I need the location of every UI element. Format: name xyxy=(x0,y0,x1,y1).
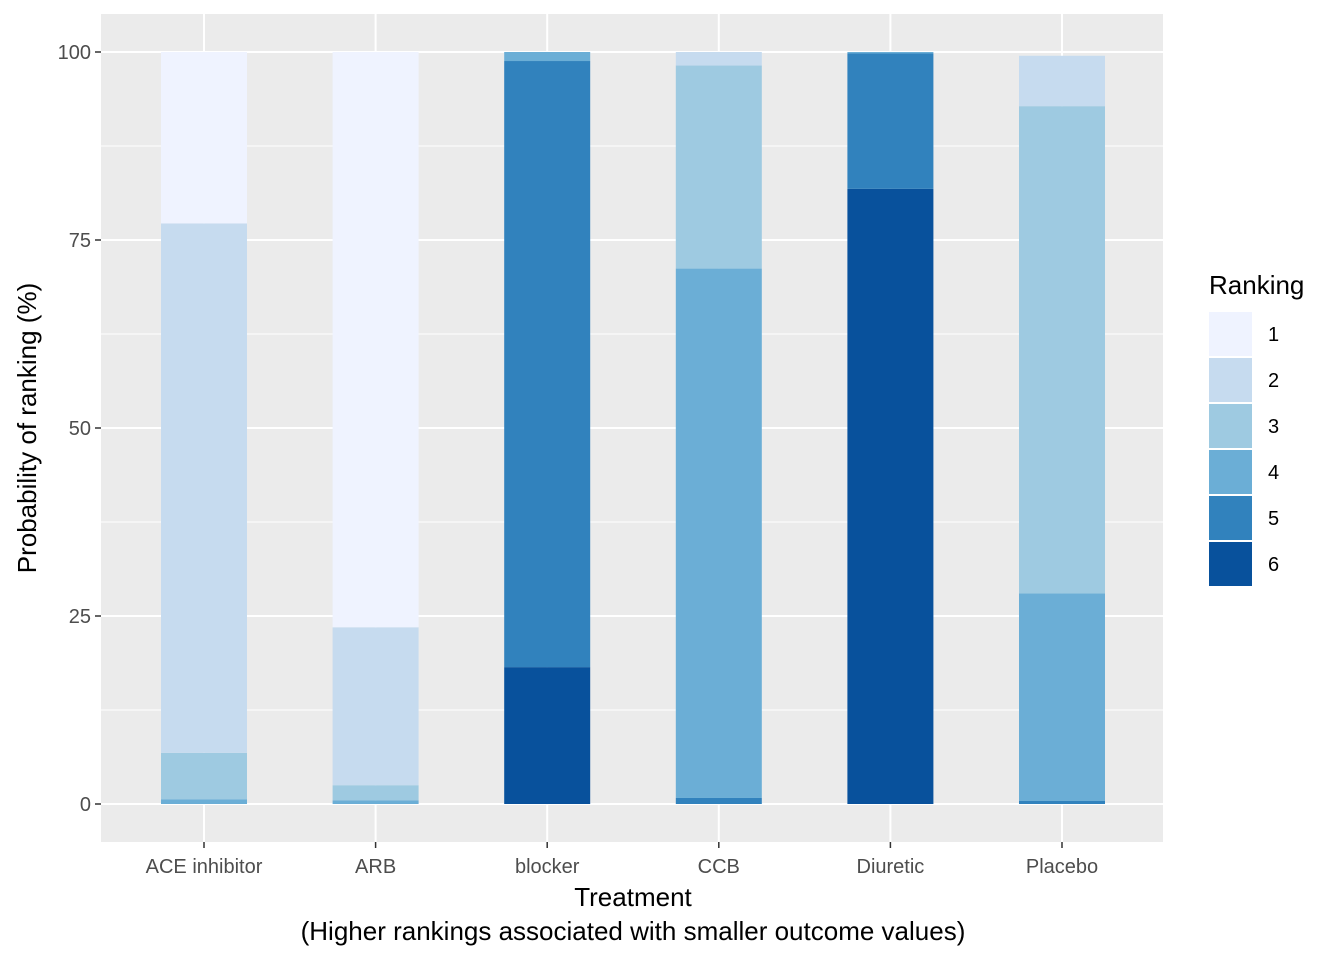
legend-key xyxy=(1209,358,1252,402)
bar-segment xyxy=(504,667,591,804)
x-tick-label: ARB xyxy=(355,856,396,878)
bar-segment xyxy=(332,52,419,628)
x-axis-title: Treatment xyxy=(574,882,692,912)
x-tick-label: CCB xyxy=(698,856,740,878)
x-axis-subtitle: (Higher rankings associated with smaller… xyxy=(301,916,966,946)
x-axis: ACE inhibitor ARB blocker CCB Diuretic Placeb… xyxy=(146,842,1098,878)
y-tick-label: 50 xyxy=(69,418,91,440)
bar-segment xyxy=(847,188,934,804)
bar-segment xyxy=(332,627,419,786)
y-tick-label: 100 xyxy=(58,42,91,64)
bar-segment xyxy=(504,52,591,62)
legend-key xyxy=(1209,312,1252,356)
bar-segment xyxy=(675,52,762,66)
bar-segment xyxy=(847,53,934,189)
legend-label: 3 xyxy=(1268,416,1279,438)
bar-segment xyxy=(161,223,247,753)
bar-segment xyxy=(675,65,762,269)
x-tick-label: Diuretic xyxy=(857,856,925,878)
bar-segment xyxy=(161,799,247,804)
legend-key xyxy=(1209,450,1252,494)
bar-segment xyxy=(847,52,934,54)
legend-key xyxy=(1209,542,1252,586)
legend-label: 2 xyxy=(1268,370,1279,392)
y-axis-title: Probability of ranking (%) xyxy=(12,283,42,573)
legend-key xyxy=(1209,404,1252,448)
bar-segment xyxy=(675,268,762,798)
y-tick-label: 0 xyxy=(80,794,91,816)
y-axis: 0 25 50 75 100 xyxy=(58,42,101,816)
legend-label: 4 xyxy=(1268,462,1279,484)
legend-label: 1 xyxy=(1268,324,1279,346)
x-tick-label: Placebo xyxy=(1026,856,1098,878)
bar-segment xyxy=(1019,55,1105,107)
bar-segment xyxy=(1019,593,1105,801)
bar-segment xyxy=(161,52,247,224)
legend-label: 5 xyxy=(1268,508,1279,530)
bars xyxy=(161,52,1105,804)
y-tick-label: 25 xyxy=(69,606,91,628)
x-tick-label: blocker xyxy=(515,856,580,878)
bar-segment xyxy=(675,797,762,804)
x-tick-label: ACE inhibitor xyxy=(146,856,263,878)
bar-segment xyxy=(161,752,247,800)
bar-segment xyxy=(1019,106,1105,594)
y-tick-label: 75 xyxy=(69,230,91,252)
bar-segment xyxy=(1019,800,1105,804)
legend-key xyxy=(1209,496,1252,540)
bar-segment xyxy=(332,785,419,801)
bar-segment xyxy=(504,61,591,668)
legend-title: Ranking xyxy=(1209,270,1304,300)
legend-label: 6 xyxy=(1268,554,1279,576)
legend: Ranking 1 2 3 4 5 6 xyxy=(1209,270,1304,586)
bar-segment xyxy=(332,800,419,804)
